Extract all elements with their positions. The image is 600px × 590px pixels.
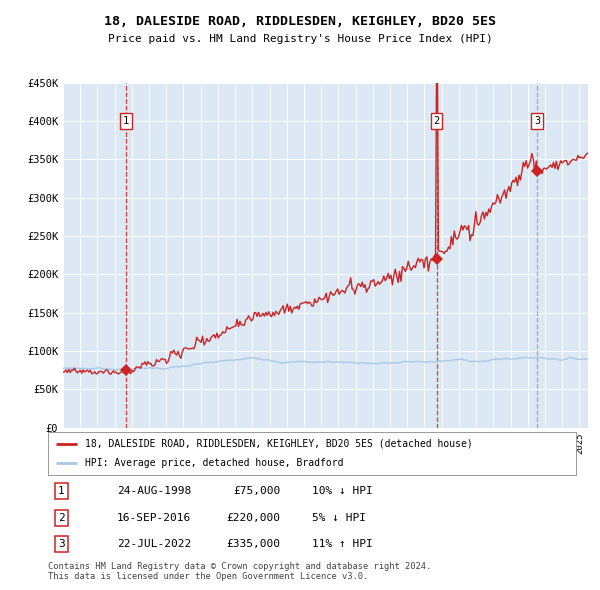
Text: 3: 3 bbox=[534, 116, 541, 126]
Text: 2: 2 bbox=[58, 513, 65, 523]
Text: 22-JUL-2022: 22-JUL-2022 bbox=[116, 539, 191, 549]
Text: £75,000: £75,000 bbox=[233, 486, 280, 496]
Text: HPI: Average price, detached house, Bradford: HPI: Average price, detached house, Brad… bbox=[85, 458, 343, 468]
Text: 24-AUG-1998: 24-AUG-1998 bbox=[116, 486, 191, 496]
Text: 1: 1 bbox=[123, 116, 129, 126]
Text: 18, DALESIDE ROAD, RIDDLESDEN, KEIGHLEY, BD20 5ES (detached house): 18, DALESIDE ROAD, RIDDLESDEN, KEIGHLEY,… bbox=[85, 439, 473, 449]
Text: £335,000: £335,000 bbox=[226, 539, 280, 549]
Text: 18, DALESIDE ROAD, RIDDLESDEN, KEIGHLEY, BD20 5ES: 18, DALESIDE ROAD, RIDDLESDEN, KEIGHLEY,… bbox=[104, 15, 496, 28]
Text: 3: 3 bbox=[58, 539, 65, 549]
Text: 5% ↓ HPI: 5% ↓ HPI bbox=[312, 513, 366, 523]
Text: Price paid vs. HM Land Registry's House Price Index (HPI): Price paid vs. HM Land Registry's House … bbox=[107, 34, 493, 44]
Text: 11% ↑ HPI: 11% ↑ HPI bbox=[312, 539, 373, 549]
Text: 10% ↓ HPI: 10% ↓ HPI bbox=[312, 486, 373, 496]
Text: 1: 1 bbox=[58, 486, 65, 496]
Text: £220,000: £220,000 bbox=[226, 513, 280, 523]
Text: 2: 2 bbox=[434, 116, 440, 126]
Text: 16-SEP-2016: 16-SEP-2016 bbox=[116, 513, 191, 523]
Text: Contains HM Land Registry data © Crown copyright and database right 2024.
This d: Contains HM Land Registry data © Crown c… bbox=[48, 562, 431, 581]
